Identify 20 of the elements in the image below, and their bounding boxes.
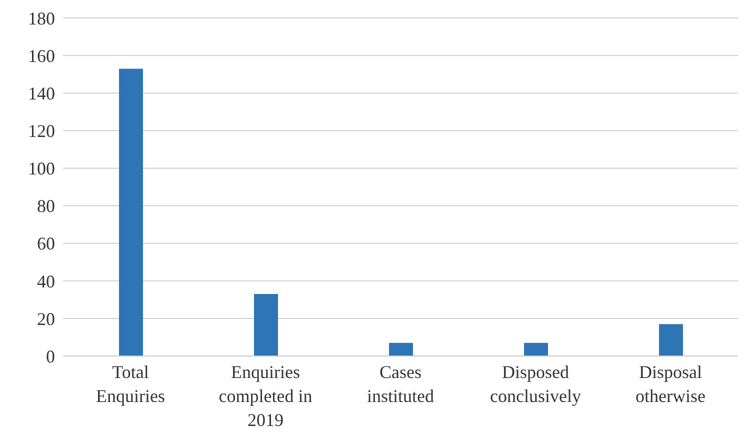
y-tick-label: 100 [28,158,55,179]
bar [524,342,548,356]
y-tick-label: 120 [28,121,55,142]
x-tick-label: Total Enquiries [96,362,165,406]
bar [659,324,683,356]
x-tick-label: Disposal otherwise [636,362,706,406]
y-tick-label: 80 [37,196,55,216]
y-tick-label: 160 [28,46,55,66]
y-tick-label: 140 [28,84,55,104]
bar [254,294,278,356]
y-tick-label: 40 [37,271,55,292]
y-tick-label: 60 [37,234,55,254]
bar [389,342,413,356]
y-tick-label: 0 [46,346,55,366]
x-tick-label: Disposed conclusively [490,362,581,406]
x-tick-label: Enquiries completed in 2019 [218,362,312,430]
y-tick-label: 180 [28,8,55,28]
bar [119,68,143,356]
x-tick-label: Cases instituted [367,362,434,406]
y-tick-label: 20 [37,308,55,329]
